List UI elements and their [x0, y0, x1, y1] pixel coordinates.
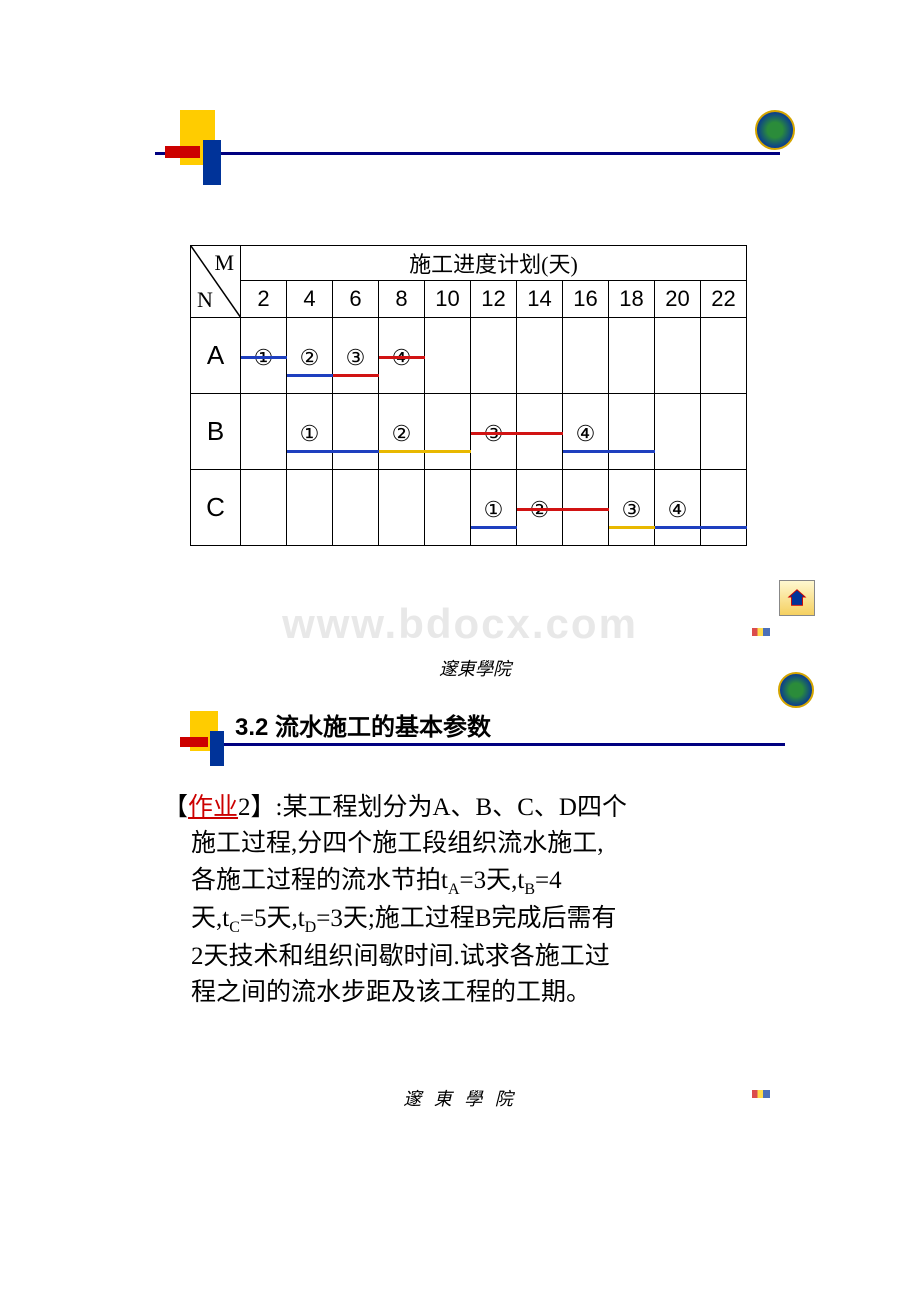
day-header-row: 2 4 6 8 10 12 14 16 18 20 22	[191, 280, 747, 317]
bracket: 【	[163, 794, 188, 821]
row-label-c: C	[191, 470, 241, 546]
table-row: B ① ② ③ ④	[191, 394, 747, 470]
corner-n: N	[197, 287, 213, 313]
row-label-a: A	[191, 318, 241, 394]
mini-logo-icon	[752, 628, 770, 636]
body-text: 2天技术和组织间歇时间.试求各施工过	[163, 939, 738, 975]
day-col: 12	[471, 280, 517, 317]
body-text: :某工程划分为A、B、C、D四个	[276, 794, 627, 821]
circled-num: ③	[346, 345, 366, 371]
table-row: C ① ② ③ ④	[191, 470, 747, 546]
homework-label: 作业	[188, 794, 238, 821]
assignment-text: 【作业2】:某工程划分为A、B、C、D四个 施工过程,分四个施工段组织流水施工,…	[163, 790, 738, 1011]
watermark-text: www.bdocx.com	[282, 600, 638, 648]
gantt-table: M N 施工进度计划(天) 2 4 6 8 10 12 14 16 18 20 …	[190, 245, 747, 546]
footer-school-name: 邃 東 學 院	[0, 1085, 920, 1111]
circled-num: ③	[622, 497, 642, 523]
circled-num: ①	[300, 421, 320, 447]
body-text: 天,tC=5天,tD=3天;施工过程B完成后需有	[163, 901, 738, 939]
school-name-text: 邃東學院	[155, 655, 795, 681]
section-2: 邃東學院 3.2 流水施工的基本参数	[155, 655, 795, 753]
day-col: 10	[425, 280, 471, 317]
day-col: 6	[333, 280, 379, 317]
mini-logo-icon	[752, 1090, 770, 1098]
section-title: 3.2 流水施工的基本参数	[235, 707, 491, 742]
circled-num: ②	[300, 345, 320, 371]
circled-num: ④	[668, 497, 688, 523]
home-icon[interactable]	[779, 580, 815, 616]
header-decoration	[155, 100, 780, 185]
day-col: 2	[241, 280, 287, 317]
table-corner-cell: M N	[191, 246, 241, 318]
body-text: 各施工过程的流水节拍tA=3天,tB=4	[163, 863, 738, 901]
table-title: 施工进度计划(天)	[241, 246, 747, 281]
day-col: 4	[287, 280, 333, 317]
gantt-table-wrap: M N 施工进度计划(天) 2 4 6 8 10 12 14 16 18 20 …	[190, 245, 747, 546]
day-col: 18	[609, 280, 655, 317]
table-row: A ① ② ③ ④	[191, 318, 747, 394]
body-text: 程之间的流水步距及该工程的工期。	[163, 975, 738, 1011]
bracket2: 2】	[238, 794, 276, 821]
day-col: 8	[379, 280, 425, 317]
school-badge-icon	[778, 672, 814, 708]
circled-num: ④	[576, 421, 596, 447]
row-label-b: B	[191, 394, 241, 470]
day-col: 16	[563, 280, 609, 317]
day-col: 20	[655, 280, 701, 317]
day-col: 22	[701, 280, 747, 317]
corner-m: M	[214, 250, 234, 276]
body-text: 施工过程,分四个施工段组织流水施工,	[163, 826, 738, 862]
section-header: 3.2 流水施工的基本参数	[155, 693, 795, 753]
circled-num: ①	[484, 497, 504, 523]
circled-num: ②	[392, 421, 412, 447]
school-badge-icon	[755, 110, 795, 150]
day-col: 14	[517, 280, 563, 317]
